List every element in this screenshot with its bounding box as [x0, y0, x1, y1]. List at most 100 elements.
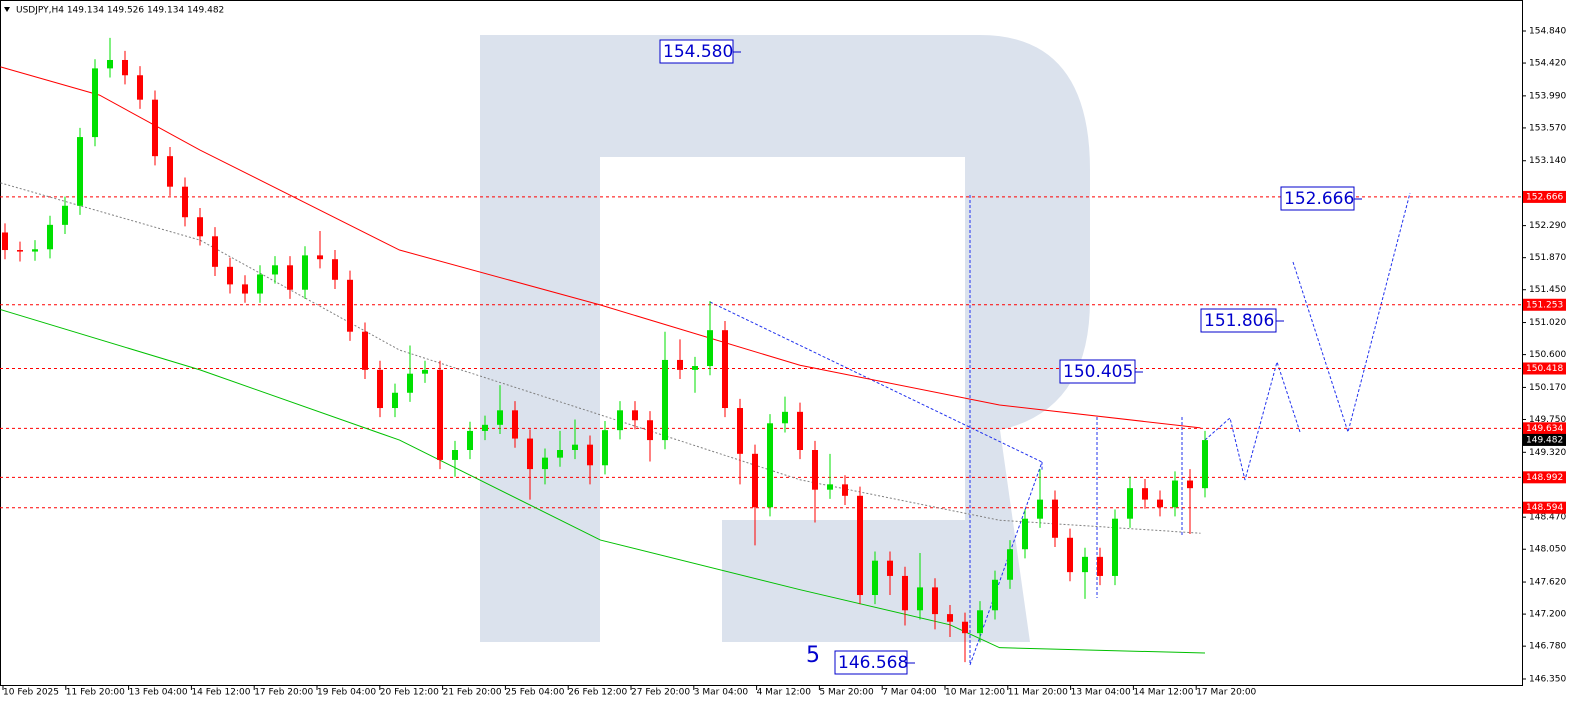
candle-body: [317, 255, 323, 260]
candle-body: [707, 330, 713, 367]
y-tick-label: 151.450: [1529, 285, 1566, 295]
candle-body: [257, 274, 263, 294]
forecast-line: [1204, 360, 1301, 481]
candle-body: [1172, 480, 1178, 508]
candle-body: [992, 579, 998, 611]
candle-body: [1157, 499, 1163, 508]
candle-body: [737, 408, 743, 454]
x-tick-label: 5 Mar 20:00: [819, 688, 874, 698]
level-label-box: [1523, 362, 1566, 375]
candle-body: [902, 575, 908, 611]
x-tick-label: 4 Mar 12:00: [757, 688, 812, 698]
candle-body: [827, 484, 833, 490]
candle-body: [47, 224, 53, 250]
candle-body: [437, 369, 443, 460]
candle-body: [917, 587, 923, 611]
level-label: 152.666: [1526, 192, 1563, 202]
candle-body: [272, 265, 278, 275]
candle-body: [122, 59, 128, 76]
candle-body: [1007, 549, 1013, 580]
level-label: 148.992: [1526, 473, 1563, 483]
candle-body: [2, 232, 8, 251]
candle-body: [1097, 556, 1103, 576]
candle-body: [332, 259, 338, 280]
y-tick-label: 149.750: [1529, 415, 1566, 425]
candle-body: [497, 410, 503, 425]
candle-body: [362, 331, 368, 370]
candle-body: [572, 444, 578, 451]
candle-body: [1052, 499, 1058, 538]
candle-body: [92, 68, 98, 138]
x-tick-label: 13 Mar 04:00: [1071, 688, 1131, 698]
candle-body: [1082, 556, 1088, 573]
candle-body: [587, 444, 593, 466]
y-tick-label: 151.870: [1529, 253, 1566, 263]
candle-body: [1067, 537, 1073, 573]
watermark: [480, 35, 1090, 642]
annotation: 146.568: [838, 653, 908, 673]
candle-body: [692, 366, 698, 370]
candle-body: [107, 59, 113, 69]
candle-body: [887, 560, 893, 576]
candle-body: [542, 457, 548, 470]
candle-body: [422, 369, 428, 374]
y-tick-label: 153.140: [1529, 156, 1566, 166]
candle-body: [1187, 480, 1193, 489]
candle-body: [767, 423, 773, 508]
candle-body: [1127, 488, 1133, 519]
candle-body: [482, 424, 488, 431]
y-tick-label: 149.320: [1529, 448, 1566, 458]
forecast-line: [709, 301, 1043, 463]
indicator-line: [0, 309, 1206, 654]
x-tick-label: 7 Mar 04:00: [882, 688, 937, 698]
candle-body: [812, 450, 818, 490]
candle-body: [752, 453, 758, 508]
candle-body: [452, 450, 458, 460]
x-tick-label: 10 Feb 2025: [3, 688, 59, 698]
candle-body: [197, 217, 203, 237]
candle-body: [152, 99, 158, 157]
x-tick-label: 27 Feb 20:00: [631, 688, 690, 698]
y-tick-label: 147.620: [1529, 578, 1566, 588]
wave-label: 5: [806, 643, 820, 668]
candle-body: [302, 255, 308, 290]
candle-body: [977, 610, 983, 634]
candle-body: [947, 614, 953, 622]
candle-body: [932, 587, 938, 615]
chart-title: USDJPY,H4 149.134 149.526 149.134 149.48…: [16, 6, 224, 16]
candle-body: [77, 137, 83, 206]
x-tick-label: 10 Mar 12:00: [945, 688, 1005, 698]
x-tick-label: 11 Feb 20:00: [66, 688, 125, 698]
candle-body: [647, 420, 653, 441]
candle-body: [722, 330, 728, 409]
level-label-box: [1523, 471, 1566, 484]
candle-body: [1022, 518, 1028, 550]
y-tick-label: 146.350: [1529, 674, 1566, 684]
x-tick-label: 11 Mar 20:00: [1008, 688, 1068, 698]
plot-frame: [0, 0, 1523, 686]
candle-body: [842, 484, 848, 496]
candle-body: [677, 359, 683, 370]
annotation: 154.580: [663, 42, 733, 62]
candle-body: [512, 410, 518, 439]
x-tick-label: 14 Feb 12:00: [191, 688, 250, 698]
level-label: 150.418: [1526, 364, 1563, 374]
annotation: 150.405: [1063, 362, 1133, 382]
candle-body: [617, 410, 623, 431]
x-tick-label: 25 Feb 04:00: [505, 688, 564, 698]
x-tick-label: 19 Feb 04:00: [317, 688, 376, 698]
candle-body: [32, 249, 38, 252]
x-tick-label: 14 Mar 12:00: [1133, 688, 1193, 698]
level-label: 151.253: [1526, 300, 1563, 310]
x-tick-label: 13 Feb 04:00: [129, 688, 188, 698]
current-price-label: 149.482: [1526, 435, 1563, 445]
candle-body: [407, 373, 413, 393]
level-label-box: [1523, 422, 1566, 435]
candle-body: [17, 250, 23, 252]
y-tick-label: 150.170: [1529, 383, 1566, 393]
x-tick-label: 21 Feb 20:00: [443, 688, 502, 698]
candle-body: [62, 205, 68, 225]
level-label-box: [1523, 501, 1566, 514]
x-tick-label: 17 Mar 20:00: [1196, 688, 1256, 698]
